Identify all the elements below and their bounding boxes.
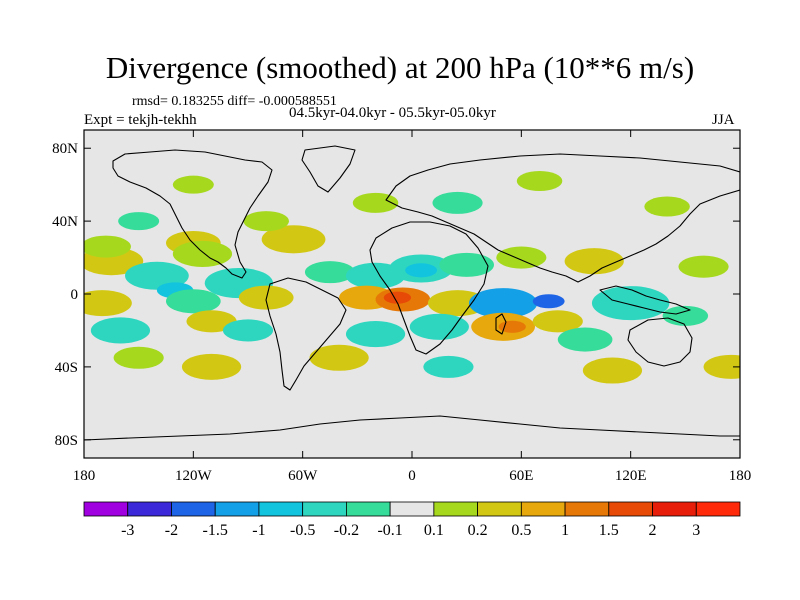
coastlines <box>84 145 740 441</box>
anomaly-cell-42 <box>582 357 643 384</box>
colorbar-swatch-6 <box>302 501 347 517</box>
colorbar-swatch-11 <box>520 501 566 517</box>
anomaly-cell-27 <box>591 286 670 321</box>
colorbar-label-8: 0.1 <box>424 522 444 539</box>
colorbar-swatch-2 <box>127 501 172 517</box>
coast-greenland <box>301 145 356 193</box>
colorbar-label-5: -0.5 <box>290 522 315 539</box>
colorbar-swatch-4 <box>214 501 260 517</box>
anomaly-cell-38 <box>113 346 164 369</box>
anomaly-cell-47 <box>644 196 690 217</box>
colorbar-swatch-8 <box>389 501 435 517</box>
x-tick-label-7: 180 <box>729 468 752 484</box>
anomaly-cell-16 <box>564 248 624 275</box>
x-tick-label-2: 120W <box>175 468 213 484</box>
colorbar-label-11: 1 <box>561 522 569 539</box>
colorbar-label-4: -1 <box>252 522 265 539</box>
colorbar-swatch-15 <box>695 501 741 517</box>
y-tick-label-2: 40N <box>52 214 78 230</box>
anomaly-cell-2 <box>84 235 131 258</box>
anomaly-cell-10 <box>304 261 356 284</box>
coast-north-america <box>112 149 273 279</box>
colorbar-label-7: -0.1 <box>377 522 402 539</box>
coast-australia <box>627 317 693 367</box>
anomaly-cell-44 <box>432 191 483 214</box>
rmsd-diff-stats: rmsd= 0.183255 diff= -0.000588551 <box>132 94 337 109</box>
colorbar-label-10: 0.5 <box>511 522 531 539</box>
anomaly-cell-5 <box>261 225 326 254</box>
colorbar-swatch-13 <box>608 501 653 517</box>
anomaly-cell-18 <box>84 290 132 317</box>
colorbar-label-9: 0.2 <box>468 522 488 539</box>
page-title: Divergence (smoothed) at 200 hPa (10**6 … <box>105 50 695 85</box>
x-tick-label-5: 60E <box>509 468 533 484</box>
experiment-label: Expt = tekjh-tekhh <box>84 112 197 128</box>
anomaly-cell-28 <box>662 305 709 326</box>
y-tick-label-3: 0 <box>71 287 79 303</box>
anomaly-cell-37 <box>557 327 613 352</box>
colorbar-swatch-10 <box>477 501 522 517</box>
anomaly-cell-49 <box>118 212 160 231</box>
coast-europe-asia <box>385 153 740 283</box>
anomaly-cell-32 <box>345 321 406 348</box>
x-tick-label-3: 60W <box>288 468 318 484</box>
anomaly-cell-40 <box>309 344 369 371</box>
anomaly-cell-31 <box>222 319 274 342</box>
anomaly-cell-25 <box>468 288 538 319</box>
colorbar-swatch-7 <box>345 501 391 517</box>
y-tick-label-5: 80S <box>55 433 78 449</box>
anomaly-cell-29 <box>90 317 151 344</box>
coast-africa <box>369 221 489 355</box>
anomaly-cell-6 <box>243 211 289 232</box>
y-tick-label-1: 80N <box>52 141 78 157</box>
colorbar-label-6: -0.2 <box>334 522 359 539</box>
anomaly-cell-33 <box>409 313 469 340</box>
anomaly-cell-17 <box>678 255 729 278</box>
colorbar-swatch-14 <box>652 501 697 517</box>
coast-maritime-continent <box>599 285 691 315</box>
x-tick-label-4: 0 <box>408 468 416 484</box>
colorbar-swatch-12 <box>564 501 610 517</box>
colorbar-swatch-1 <box>83 501 129 517</box>
anomaly-cell-23 <box>383 291 412 304</box>
colorbar-label-14: 3 <box>692 522 700 539</box>
coast-south-america <box>265 277 347 391</box>
colorbar: -3 -2 -1.5 -1 -0.5 -0.2 -0.1 0.1 0.2 0.5 1 1.5 2 3 <box>83 501 741 539</box>
coast-antarctica <box>84 415 740 441</box>
anomaly-cell-14 <box>439 252 494 277</box>
y-tick-label-4: 40S <box>55 360 78 376</box>
axes: 180 120W 60W 0 60E 120E 180 80N 40N 0 40S 80S <box>52 130 751 484</box>
colorbar-label-2: -2 <box>165 522 178 539</box>
anomaly-cell-41 <box>423 355 474 378</box>
anomaly-cell-15 <box>496 246 547 269</box>
coast-madagascar <box>495 313 507 335</box>
anomaly-cell-26 <box>532 294 565 309</box>
colorbar-label-12: 1.5 <box>599 522 619 539</box>
anomaly-cell-46 <box>516 171 563 192</box>
x-tick-label-1: 180 <box>73 468 96 484</box>
anomaly-cell-36 <box>532 310 583 333</box>
anomaly-cell-43 <box>703 354 740 379</box>
colorbar-swatch-9 <box>433 501 479 517</box>
anomaly-cell-39 <box>181 353 242 380</box>
colorbar-swatch-5 <box>258 501 304 517</box>
colorbar-label-13: 2 <box>649 522 657 539</box>
anomaly-cell-4 <box>172 240 233 267</box>
period-label: 04.5kyr-04.0kyr - 05.5kyr-05.0kyr <box>289 105 496 121</box>
colorbar-swatch-3 <box>171 501 216 517</box>
x-tick-label-6: 120E <box>615 468 647 484</box>
anomaly-cell-48 <box>172 175 214 194</box>
anomaly-cell-13 <box>405 263 438 278</box>
season-label: JJA <box>712 112 735 128</box>
colorbar-label-1: -3 <box>121 522 134 539</box>
anomaly-cell-30 <box>186 310 237 333</box>
anomaly-cell-19 <box>166 289 221 314</box>
colorbar-label-3: -1.5 <box>203 522 228 539</box>
anomaly-field <box>84 171 740 384</box>
